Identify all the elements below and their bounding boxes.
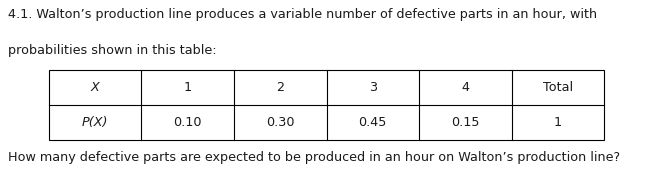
Text: probabilities shown in this table:: probabilities shown in this table: <box>8 44 216 57</box>
Text: How many defective parts are expected to be produced in an hour on Walton’s prod: How many defective parts are expected to… <box>8 151 620 164</box>
Text: 0.10: 0.10 <box>174 116 202 129</box>
Text: 3: 3 <box>369 81 377 94</box>
Text: 1: 1 <box>183 81 192 94</box>
Bar <box>49 70 604 140</box>
Text: 4: 4 <box>461 81 470 94</box>
Text: 1: 1 <box>554 116 562 129</box>
Text: P(X): P(X) <box>82 116 108 129</box>
Text: 2: 2 <box>276 81 284 94</box>
Text: 0.30: 0.30 <box>266 116 295 129</box>
Text: 4.1. Walton’s production line produces a variable number of defective parts in a: 4.1. Walton’s production line produces a… <box>8 8 597 21</box>
Text: X: X <box>91 81 100 94</box>
Text: Total: Total <box>543 81 573 94</box>
Text: 0.45: 0.45 <box>358 116 387 129</box>
Text: 0.15: 0.15 <box>451 116 479 129</box>
